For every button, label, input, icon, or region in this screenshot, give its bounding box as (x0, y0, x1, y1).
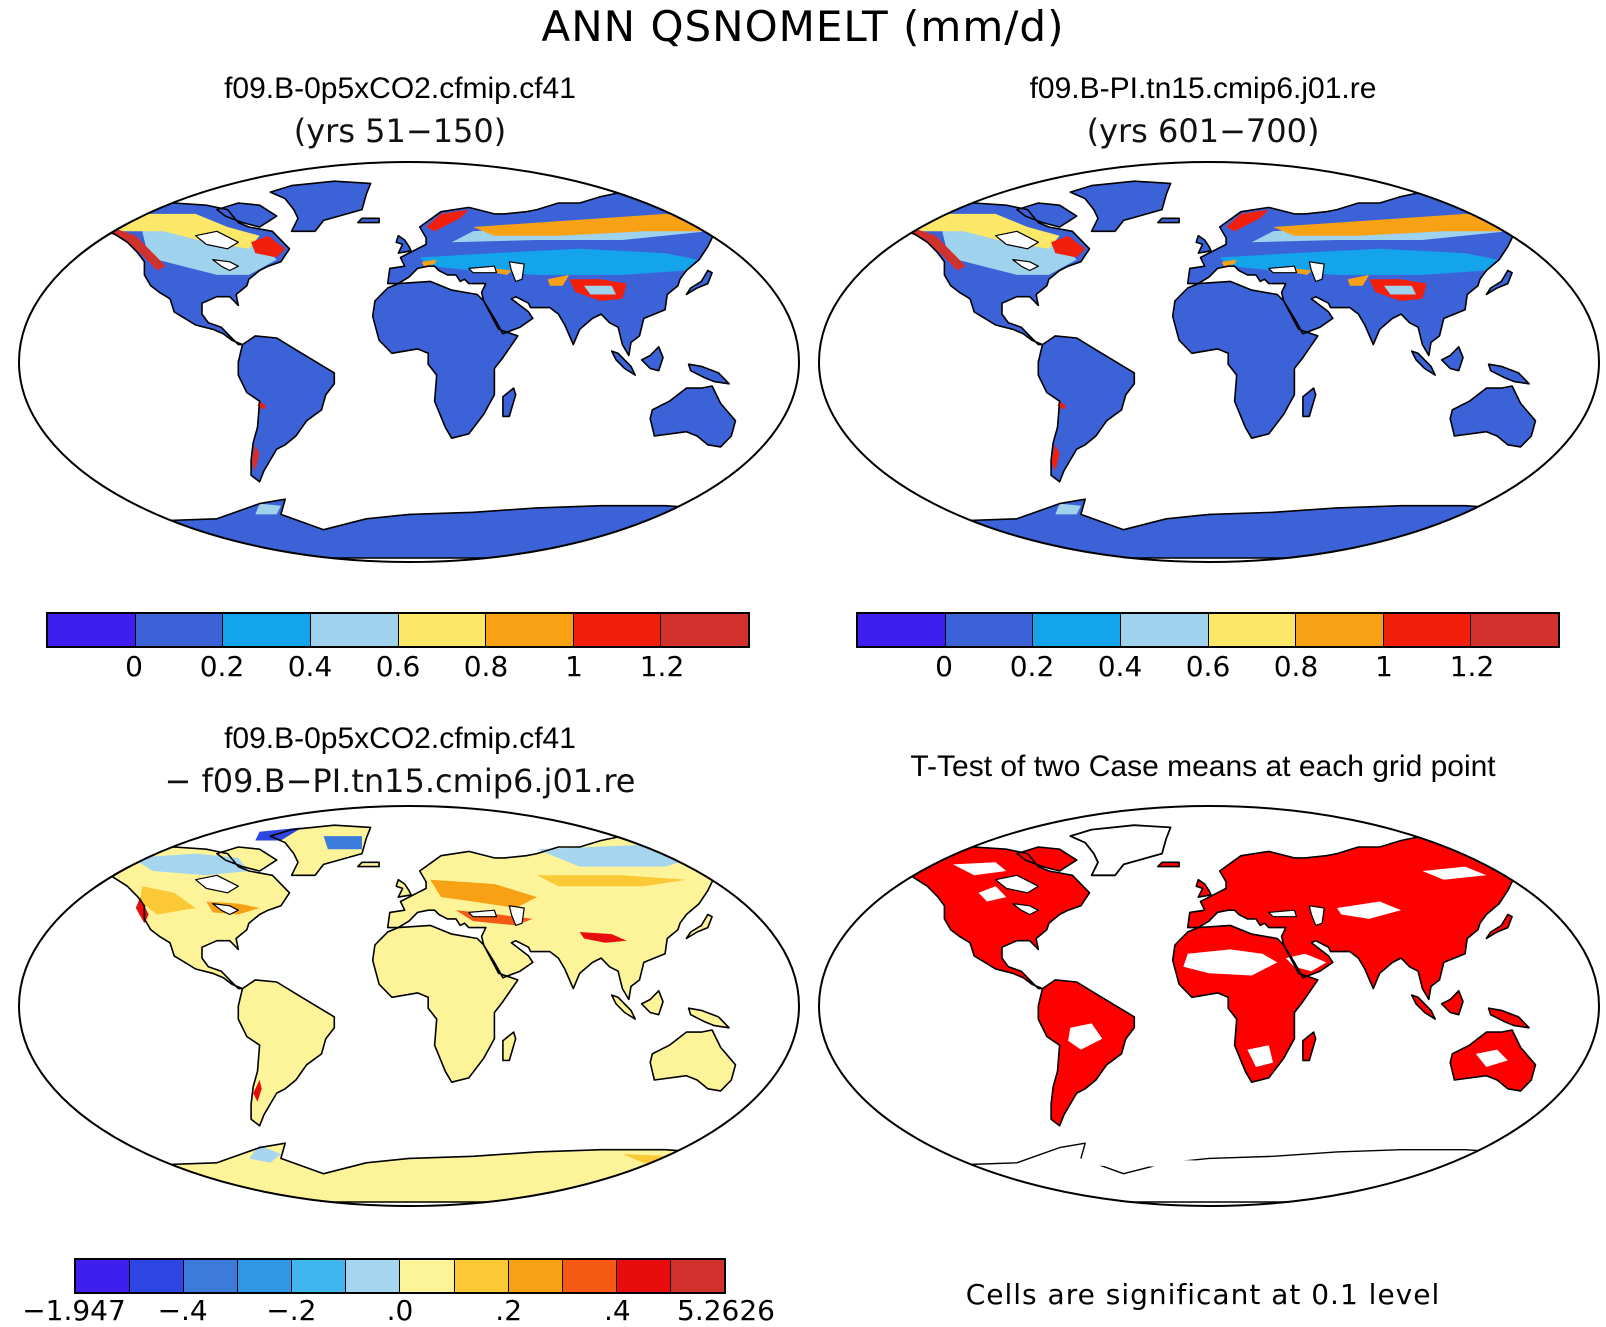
colorbar-swatch (1120, 614, 1209, 646)
map-top-left-svg (18, 161, 800, 563)
colorbar-swatch (454, 1260, 509, 1292)
colorbar-swatch (573, 614, 662, 646)
panel-title-bottom-right: T-Test of two Case means at each grid po… (910, 750, 1496, 783)
panel-title-top-left: f09.B-0p5xCO2.cfmip.cf41 (224, 72, 576, 105)
map-top-right (816, 160, 1602, 564)
colorbar-tick-label: 0.6 (1185, 650, 1231, 683)
colorbar-tick-label: 0.6 (375, 650, 421, 683)
colorbar-tick-label: −.4 (157, 1294, 208, 1327)
panel-subtitle-top-right: (yrs 601−700) (1086, 112, 1320, 150)
colorbar-swatch (945, 614, 1034, 646)
colorbar-swatch (48, 614, 136, 646)
colorbar-swatch (1208, 614, 1297, 646)
colorbar-tick-label: 1 (565, 650, 583, 683)
colorbar-swatch (223, 614, 311, 646)
map-top-left (16, 160, 802, 564)
colorbar-swatch (184, 1260, 239, 1292)
colorbar-top-right-ticks: 0 0.2 0.4 0.6 0.8 1 1.2 (0, 650, 1606, 690)
colorbar-swatch (616, 1260, 671, 1292)
colorbar-tick-label: .0 (386, 1294, 414, 1327)
colorbar-swatch (238, 1260, 293, 1292)
colorbar-swatch (1296, 614, 1384, 646)
colorbar-swatch (1383, 614, 1472, 646)
panel-subtitle-top-left: (yrs 51−150) (293, 112, 507, 150)
panel-title-bottom-left: f09.B-0p5xCO2.cfmip.cf41 (224, 722, 576, 755)
map-bottom-right (816, 804, 1602, 1208)
colorbar-tick-label: 0 (935, 650, 953, 683)
colorbar-bottom-left-ticks: −1.947 −.4 −.2 .0 .2 .4 5.2626 (0, 1294, 800, 1327)
colorbar-tick-label: 0.2 (199, 650, 245, 683)
map-bottom-right-svg (818, 805, 1600, 1207)
colorbar-swatch (76, 1260, 131, 1292)
colorbar-swatch (661, 614, 748, 646)
colorbar-tick-label: −.2 (266, 1294, 317, 1327)
colorbar-tick-label: 1.2 (1449, 650, 1495, 683)
colorbar-tick-label: 0.8 (1273, 650, 1319, 683)
panel-subtitle-bottom-left: − f09.B−PI.tn15.cmip6.j01.re (164, 762, 636, 800)
colorbar-swatch (858, 614, 946, 646)
colorbar-swatch (1471, 614, 1558, 646)
colorbar-tick-label: 5.2626 (677, 1294, 775, 1327)
colorbar-swatch (310, 614, 399, 646)
colorbar-tick-label: 0.8 (463, 650, 509, 683)
panel-title-top-right: f09.B-PI.tn15.cmip6.j01.re (1029, 72, 1377, 105)
colorbar-swatch (135, 614, 224, 646)
colorbar-tick-label: 1 (1375, 650, 1393, 683)
colorbar-swatch (670, 1260, 724, 1292)
colorbar-top-right (856, 612, 1560, 648)
colorbar-top-left (46, 612, 750, 648)
colorbar-swatch (400, 1260, 455, 1292)
colorbar-tick-label: −1.947 (22, 1294, 126, 1327)
significance-note: Cells are significant at 0.1 level (965, 1278, 1441, 1311)
colorbar-swatch (130, 1260, 185, 1292)
figure-title: ANN QSNOMELT (mm/d) (541, 2, 1065, 51)
colorbar-tick-label: .2 (495, 1294, 523, 1327)
map-bottom-left-svg (18, 805, 800, 1207)
colorbar-tick-label: 0 (125, 650, 143, 683)
colorbar-tick-label: 0.2 (1009, 650, 1055, 683)
colorbar-swatch (292, 1260, 347, 1292)
map-bottom-left (16, 804, 802, 1208)
colorbar-tick-label: .4 (603, 1294, 631, 1327)
colorbar-swatch (562, 1260, 617, 1292)
colorbar-bottom-left (74, 1258, 726, 1294)
colorbar-swatch (486, 614, 574, 646)
colorbar-top-left-ticks: 0 0.2 0.4 0.6 0.8 1 1.2 (0, 650, 800, 690)
map-top-right-svg (818, 161, 1600, 563)
colorbar-swatch (1033, 614, 1121, 646)
colorbar-tick-label: 1.2 (639, 650, 685, 683)
colorbar-swatch (508, 1260, 563, 1292)
colorbar-swatch (398, 614, 487, 646)
colorbar-tick-label: 0.4 (1097, 650, 1143, 683)
colorbar-swatch (346, 1260, 401, 1292)
colorbar-tick-label: 0.4 (287, 650, 333, 683)
